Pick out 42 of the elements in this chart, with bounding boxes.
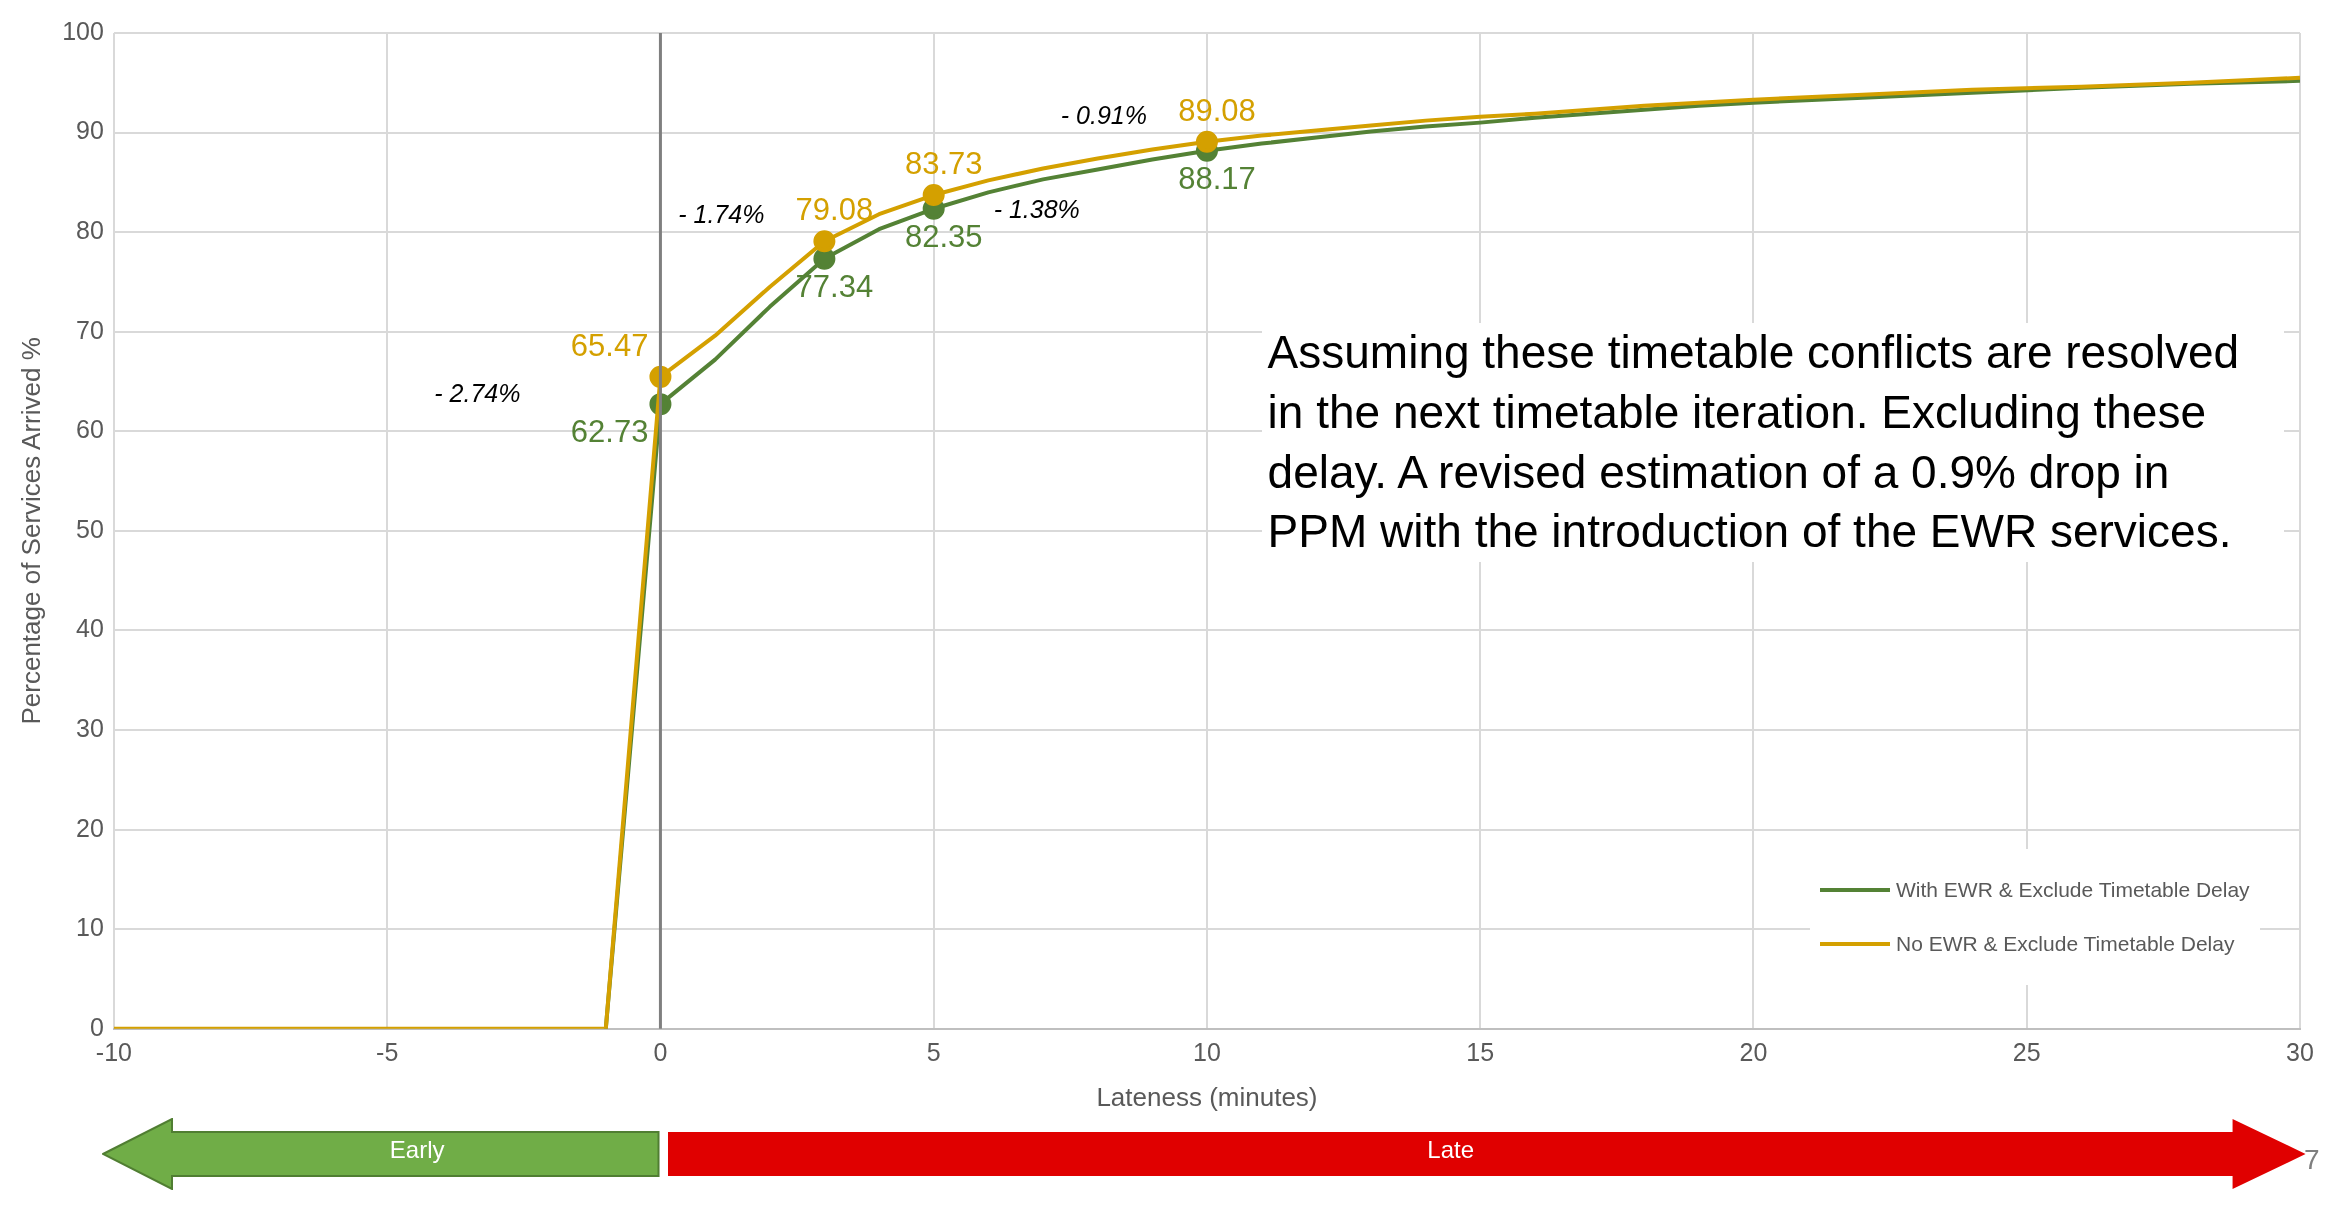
data-label: 77.34 [795,268,874,304]
y-tick-label: 70 [76,315,104,344]
y-tick-label: 100 [62,16,104,45]
data-label: 89.08 [1178,92,1256,128]
x-tick-label: 20 [1739,1037,1768,1066]
point [813,230,836,253]
point [922,184,945,207]
text: 7 [2304,1144,2320,1176]
x-tick-label: 5 [926,1037,941,1066]
x-tick-label: -5 [376,1037,399,1066]
legend-label: No EWR & Exclude Timetable Delay [1896,931,2235,956]
data-label: 65.47 [570,327,649,363]
y-tick-label: 10 [76,913,104,942]
annotation: Assuming these timetable conflicts are resolved in the next timetable iteration. Excluding these delay. A revised estimation of a 0.9% drop in PPM with the introduction of the EWR services. [1261,323,2284,563]
x-tick-label: 25 [2012,1037,2041,1066]
y-tick-label: 20 [76,813,104,842]
x-tick-label: 30 [2286,1037,2314,1066]
y-axis-title: Percentage of Services Arrived % [15,337,46,725]
point [1195,130,1218,153]
x-tick-label: 0 [653,1037,668,1066]
x-tick-label: 10 [1193,1037,1221,1066]
annotation: - 2.74% [434,379,521,408]
x-axis-title: Lateness (minutes) [1096,1081,1318,1112]
x-tick-label: 15 [1466,1037,1495,1066]
y-tick-label: 50 [76,514,104,543]
data-label: 79.08 [795,192,874,228]
text: Early [388,1136,446,1164]
legend-label: With EWR & Exclude Timetable Delay [1896,877,2250,902]
data-label: 62.73 [570,414,649,450]
data-label: 83.73 [904,146,983,182]
annotation: - 0.91% [1060,100,1147,129]
data-label: 82.35 [904,218,983,254]
y-tick-label: 40 [76,614,104,643]
annotation: - 1.38% [993,194,1080,223]
text: Late [1426,1136,1476,1164]
y-tick-label: 60 [76,415,104,444]
data-label: 88.17 [1178,160,1256,196]
y-tick-label: 30 [76,713,104,742]
y-tick-label: 80 [76,216,104,245]
y-tick-label: 90 [76,116,104,145]
point [813,247,836,270]
annotation: - 1.74% [678,200,765,229]
